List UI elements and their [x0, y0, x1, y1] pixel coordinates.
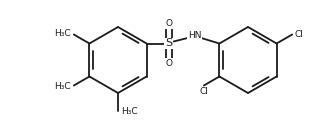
Text: H₃C: H₃C — [121, 108, 138, 116]
Text: S: S — [165, 39, 172, 49]
Text: Cl: Cl — [200, 88, 208, 97]
Text: O: O — [165, 59, 172, 68]
Text: Cl: Cl — [294, 30, 303, 39]
Text: O: O — [165, 19, 172, 28]
Text: H₃C: H₃C — [54, 82, 71, 91]
Text: HN: HN — [188, 31, 201, 40]
Text: H₃C: H₃C — [54, 29, 71, 38]
